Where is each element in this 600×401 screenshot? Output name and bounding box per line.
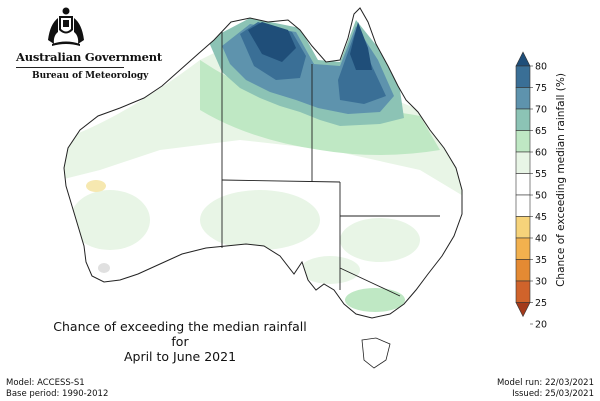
colorbar-tick-label: 35 [535,255,547,266]
tasmania [361,337,391,369]
colorbar-title: Chance of exceeding median rainfall (%) [555,73,567,287]
colorbar-segment [515,280,531,303]
vic-nsw-border [339,267,401,297]
colorbar-segment [515,173,531,196]
map-title: Chance of exceeding the median rainfall … [50,319,310,364]
colorbar-top-arrow [515,51,531,67]
colorbar-tick-label: 80 [535,62,547,73]
colorbar-tick-label: 20 [535,320,547,331]
colorbar-tick-label: 50 [535,191,547,202]
colorbar: 80 75 70 65 60 55 50 45 40 35 30 25 20 [515,51,547,331]
colorbar-tick-label: 65 [535,126,547,137]
colorbar-segment [515,237,531,260]
probability-shading [64,18,462,312]
colorbar-tick-label: 30 [535,277,547,288]
colorbar-tick-label: 60 [535,148,547,159]
colorbar-segment [515,108,531,131]
colorbar-tick-label: 40 [535,234,547,245]
colorbar-segment [515,216,531,239]
model-run-label: Model run: 22/03/2021 [496,378,594,388]
footer-right: Model run: 22/03/2021 Issued: 25/03/2021 [497,378,594,400]
logo-divider [16,67,124,68]
base-period-label: Base period: 1990-2012 [6,389,109,399]
map-title-line1: Chance of exceeding the median rainfall … [53,319,307,349]
colorbar-bottom-arrow [515,302,531,318]
colorbar-segment [515,194,531,217]
colorbar-segment [515,87,531,110]
colorbar-segment [515,259,531,282]
colorbar-tick-label: 45 [535,212,547,223]
colorbar-tick-label: 55 [535,169,547,180]
colorbar-segment [515,151,531,174]
map-title-line2: April to June 2021 [123,349,237,364]
agency-name: Bureau of Meteorology [32,71,149,81]
state-borders [221,32,440,297]
coat-of-arms-icon [48,7,84,46]
colorbar-tick-label: 25 [535,298,547,309]
model-label: Model: ACCESS-S1 [6,378,85,388]
coastline [63,7,463,319]
issued-label: Issued: 25/03/2021 [512,389,594,399]
bom-logo: Australian Government Bureau of Meteorol… [8,6,162,86]
colorbar-segment [515,130,531,153]
colorbar-tick-label: 75 [535,83,547,94]
org-name: Australian Government [16,50,163,64]
nt-sa-border [221,179,341,183]
colorbar-segment [515,65,531,88]
footer-left: Model: ACCESS-S1 Base period: 1990-2012 [6,378,108,400]
colorbar-tick-label: 70 [535,105,547,116]
